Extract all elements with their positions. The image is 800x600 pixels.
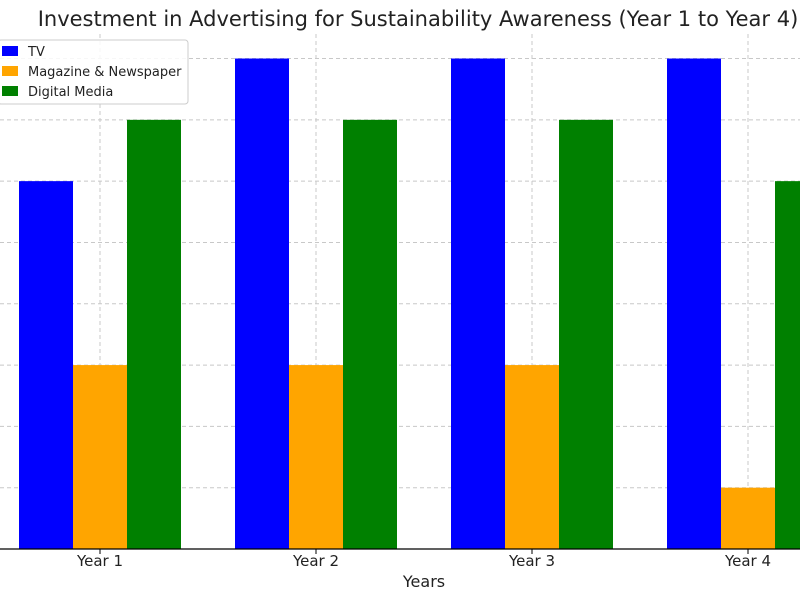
bar-magazine-newspaper-year-2	[289, 365, 343, 549]
x-axis-label: Years	[402, 572, 445, 591]
axes	[0, 548, 800, 554]
bar-digital-media-year-4	[775, 181, 800, 549]
bars	[19, 58, 800, 550]
legend: TV Magazine & Newspaper Digital Media	[0, 39, 189, 105]
bar-magazine-newspaper-year-4	[721, 487, 775, 549]
x-tick-label: Year 3	[508, 552, 555, 570]
bar-tv-year-2	[235, 58, 289, 550]
legend-swatch	[2, 46, 18, 56]
x-tick-label: Year 1	[76, 552, 123, 570]
bar-digital-media-year-2	[343, 119, 397, 549]
legend-label: TV	[27, 45, 45, 60]
legend-label: Digital Media	[28, 85, 113, 100]
bar-digital-media-year-1	[127, 119, 181, 549]
bar-magazine-newspaper-year-3	[505, 365, 559, 549]
x-tick-labels: Year 1 Year 2 Year 3 Year 4	[76, 552, 771, 570]
bar-magazine-newspaper-year-1	[73, 365, 127, 549]
bar-digital-media-year-3	[559, 119, 613, 549]
bar-tv-year-1	[19, 181, 73, 549]
bar-tv-year-4	[667, 58, 721, 550]
legend-swatch	[2, 86, 18, 96]
x-tick-label: Year 4	[724, 552, 771, 570]
x-tick-label: Year 2	[292, 552, 339, 570]
bar-tv-year-3	[451, 58, 505, 550]
legend-box	[0, 39, 189, 105]
chart-title: Investment in Advertising for Sustainabi…	[38, 7, 799, 31]
legend-swatch	[2, 66, 18, 76]
legend-label: Magazine & Newspaper	[28, 65, 182, 80]
